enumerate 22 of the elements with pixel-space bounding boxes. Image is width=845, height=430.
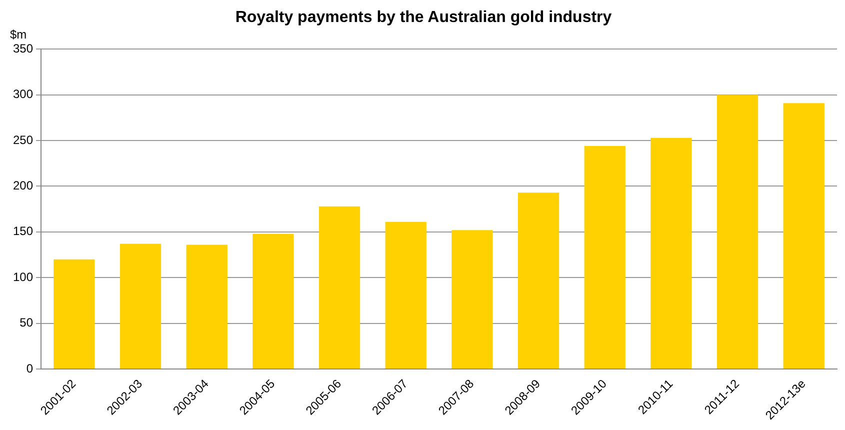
y-tick-label: 300 bbox=[12, 87, 34, 102]
y-tick-label: 150 bbox=[12, 224, 34, 238]
bar bbox=[252, 234, 294, 368]
bar bbox=[650, 138, 692, 368]
bar bbox=[783, 103, 824, 368]
chart-title: Royalty payments by the Australian gold industry bbox=[235, 9, 612, 26]
bar bbox=[120, 244, 162, 368]
y-tick-label: 200 bbox=[12, 178, 34, 193]
bar bbox=[452, 230, 493, 368]
y-tick-label: 0 bbox=[26, 361, 34, 376]
bar bbox=[584, 146, 626, 368]
y-tick-label: 50 bbox=[20, 316, 34, 330]
bar bbox=[518, 192, 560, 368]
y-axis-title: $m bbox=[10, 28, 27, 42]
bar bbox=[186, 244, 228, 368]
bar bbox=[318, 206, 360, 368]
y-tick-label: 100 bbox=[12, 270, 34, 284]
y-tick-label: 250 bbox=[12, 132, 34, 147]
bar bbox=[385, 222, 426, 368]
bar bbox=[716, 94, 758, 368]
y-tick-label: 350 bbox=[12, 42, 34, 56]
bar bbox=[54, 259, 95, 368]
